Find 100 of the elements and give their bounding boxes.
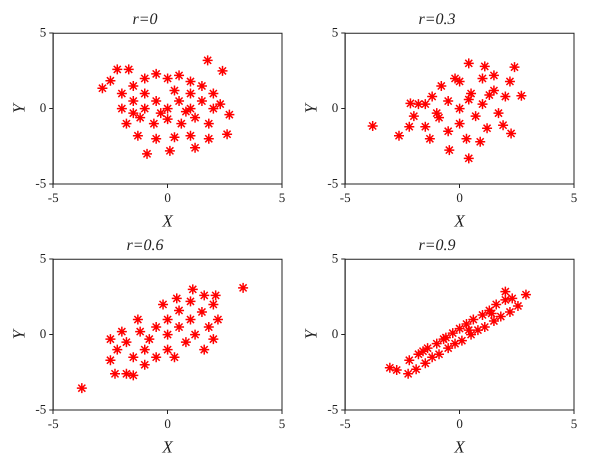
point — [198, 290, 210, 302]
point — [150, 95, 162, 107]
point — [138, 359, 150, 371]
point — [404, 354, 416, 366]
point — [128, 95, 140, 107]
point — [481, 122, 493, 134]
point — [447, 327, 458, 339]
y-tick-label: 5 — [40, 250, 46, 266]
x-tick-label: 5 — [278, 190, 286, 206]
point — [112, 344, 124, 356]
point — [180, 336, 192, 348]
point — [476, 98, 488, 110]
point — [500, 90, 512, 102]
point — [109, 368, 121, 380]
point — [476, 309, 488, 321]
point — [203, 321, 215, 333]
y-axis-title: Y — [302, 102, 321, 114]
x-tick-label: 5 — [570, 416, 578, 432]
point — [500, 294, 512, 306]
point — [162, 72, 174, 84]
point — [495, 310, 507, 322]
point — [132, 314, 144, 326]
point — [184, 130, 196, 142]
point — [497, 119, 509, 131]
point — [104, 74, 116, 86]
y-tick-label: 0 — [40, 100, 46, 116]
point — [134, 326, 146, 338]
point — [465, 88, 477, 100]
point — [162, 344, 174, 356]
point — [449, 338, 461, 350]
point — [173, 70, 185, 82]
point — [187, 284, 199, 296]
point — [122, 64, 134, 76]
point — [402, 368, 414, 380]
point — [173, 321, 185, 333]
point — [202, 54, 214, 66]
point — [128, 80, 140, 92]
point — [426, 351, 438, 363]
point — [198, 344, 210, 356]
point — [454, 102, 466, 114]
point — [144, 333, 156, 345]
point — [212, 314, 224, 326]
point — [189, 112, 201, 124]
point — [420, 358, 432, 369]
point — [433, 348, 445, 360]
point — [442, 95, 454, 107]
x-tick-label: 0 — [456, 416, 463, 432]
point — [454, 322, 466, 334]
point — [196, 306, 208, 318]
point — [150, 351, 162, 363]
point — [120, 368, 132, 380]
x-axis-title: X — [453, 211, 466, 230]
point — [384, 362, 396, 374]
point — [120, 118, 132, 130]
point — [162, 314, 174, 326]
point — [162, 328, 174, 340]
point — [171, 292, 183, 304]
point — [96, 82, 108, 94]
y-axis-title: Y — [10, 102, 29, 114]
point — [492, 107, 504, 119]
point — [189, 328, 201, 340]
chart-title: r=0.3 — [418, 10, 456, 28]
point — [203, 118, 215, 130]
x-tick-label: 0 — [456, 190, 463, 206]
point — [472, 324, 484, 336]
point — [138, 344, 150, 356]
point — [155, 107, 166, 119]
x-axis-title: X — [161, 437, 174, 456]
point — [196, 95, 208, 107]
point — [412, 98, 424, 110]
y-axis-title: Y — [10, 328, 29, 340]
y-tick-label: 5 — [40, 24, 46, 40]
point — [468, 314, 480, 326]
chart-title: r=0 — [132, 10, 158, 28]
point — [420, 120, 432, 132]
point — [138, 102, 150, 114]
y-tick-label: 0 — [40, 326, 46, 342]
point — [504, 306, 516, 318]
point — [463, 58, 475, 70]
point — [512, 300, 524, 312]
chart-title: r=0.9 — [418, 236, 456, 254]
point — [237, 282, 249, 294]
point — [138, 72, 150, 84]
point — [221, 128, 233, 140]
point — [184, 76, 196, 88]
x-tick-label: 5 — [278, 416, 286, 432]
x-tick-label: 0 — [164, 416, 171, 432]
x-tick-label: 0 — [164, 190, 171, 206]
point — [438, 333, 450, 345]
point — [203, 133, 215, 145]
point — [150, 321, 162, 333]
point — [488, 70, 500, 82]
point — [442, 125, 454, 137]
point — [463, 152, 475, 164]
point — [184, 314, 196, 326]
point — [128, 351, 140, 363]
point — [150, 133, 162, 145]
point — [454, 118, 466, 130]
point — [486, 308, 498, 320]
point — [436, 80, 448, 92]
